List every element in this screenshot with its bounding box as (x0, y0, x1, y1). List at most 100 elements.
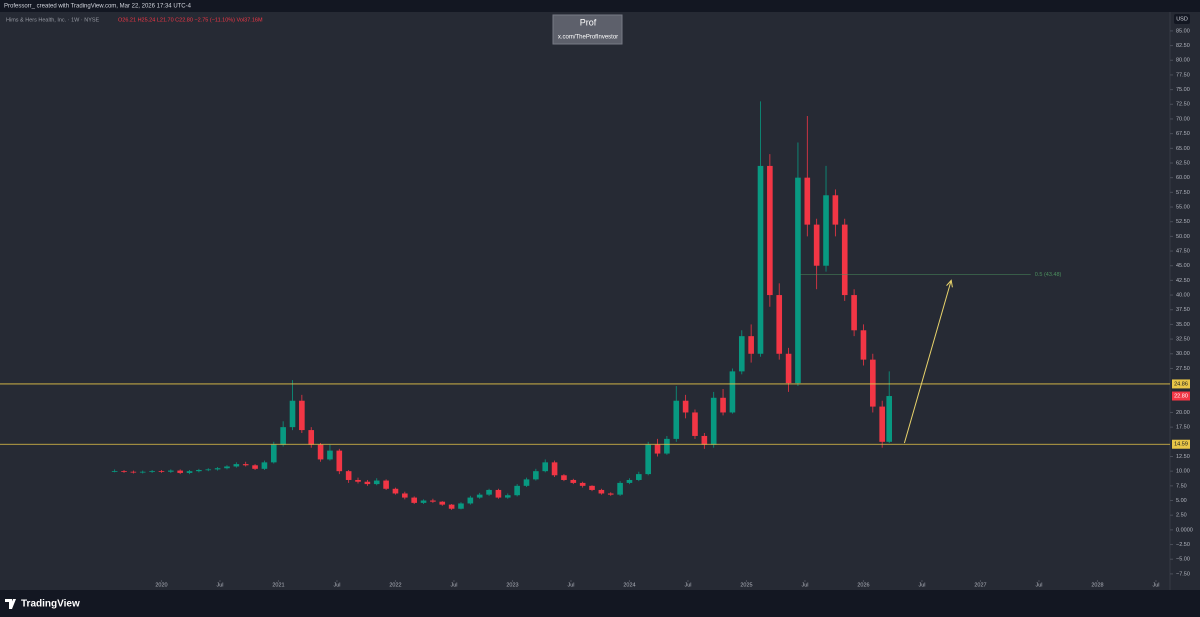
candle (607, 492, 614, 496)
candle-body (364, 481, 371, 485)
x-tick-label: 2025 (740, 582, 752, 588)
currency: USD (1176, 16, 1188, 22)
y-tick-label: −2.50 (1176, 542, 1190, 548)
candle (439, 501, 446, 506)
x-tick-label: 2027 (974, 582, 986, 588)
candle-body (214, 468, 221, 470)
candle (533, 468, 539, 481)
arrow (903, 280, 952, 444)
y-tick-label: 70.00 (1176, 116, 1190, 122)
x-tick-label: 2020 (155, 582, 167, 588)
candle (886, 371, 893, 443)
y-tick-label: 32.50 (1176, 337, 1190, 343)
x-tick-label: 2024 (623, 582, 635, 588)
candle (299, 394, 305, 434)
fib-label: 0.5 (43.48) (1035, 272, 1062, 278)
candle-body (168, 470, 174, 472)
y-tick-label: 65.00 (1176, 146, 1190, 152)
candle-body (533, 471, 539, 480)
candle-body (345, 471, 352, 480)
candle (270, 441, 277, 464)
candle-body (645, 444, 651, 475)
candle-body (196, 469, 202, 472)
candle-body (458, 503, 464, 509)
candle-body (813, 224, 820, 266)
y-tick-label: 12.50 (1176, 454, 1190, 460)
candle (373, 478, 380, 486)
x-tick-label: Jul (450, 582, 457, 588)
x-tick-label: Jul (684, 582, 691, 588)
logo-mark (5, 599, 16, 609)
y-tick-label: 62.50 (1176, 160, 1190, 166)
candle (636, 471, 642, 482)
candle (645, 441, 651, 476)
candle-body (402, 493, 408, 498)
candle (504, 493, 511, 499)
candle-body (476, 494, 483, 498)
level-label: 24.86 (1174, 381, 1188, 387)
candle-body (738, 336, 745, 372)
candle (598, 488, 605, 495)
candle (767, 154, 773, 307)
candle-body (177, 470, 183, 473)
candle-body (589, 485, 595, 490)
candle-body (860, 330, 867, 360)
candle (486, 488, 492, 496)
candle (327, 444, 333, 461)
candle-body (242, 464, 249, 466)
y-tick-label: 52.50 (1176, 219, 1190, 225)
candle-body (673, 400, 680, 439)
candle-body (542, 462, 549, 472)
candle-body (701, 435, 708, 445)
y-tick-label: 17.50 (1176, 425, 1190, 431)
x-tick-label: 2021 (272, 582, 284, 588)
candle-body (289, 400, 296, 428)
candle (673, 386, 680, 442)
logo: TradingView (5, 599, 80, 610)
candle-body (692, 412, 698, 436)
candle-body (111, 471, 118, 472)
candle-body (270, 444, 277, 463)
candle (224, 465, 230, 470)
candle (748, 324, 754, 363)
candle-body (804, 177, 811, 225)
candle (692, 409, 698, 439)
candle-body (327, 450, 333, 460)
candle-body (420, 500, 427, 503)
candle-body (841, 224, 848, 296)
y-tick-label: 77.50 (1176, 72, 1190, 78)
credit: Professorr_ created with TradingView.com… (4, 4, 192, 10)
candle (729, 368, 736, 414)
candle-body (886, 396, 893, 442)
y-tick-label: 42.50 (1176, 278, 1190, 284)
candle (551, 460, 558, 478)
candle (579, 481, 586, 488)
candle-body (654, 444, 661, 454)
candle (420, 499, 427, 505)
candle (448, 504, 455, 510)
x-tick-label: 2022 (389, 582, 401, 588)
y-tick-label: 5.00 (1176, 498, 1187, 504)
y-tick-label: 57.50 (1176, 190, 1190, 196)
candle (280, 421, 286, 447)
candle (252, 464, 258, 470)
candle-body (383, 480, 389, 489)
candle (785, 347, 792, 392)
candle (832, 189, 839, 237)
candle-body (280, 427, 286, 445)
candle (355, 477, 361, 484)
candle (121, 469, 127, 473)
y-tick-label: 60.00 (1176, 175, 1190, 181)
candle-body (439, 501, 446, 505)
candle (430, 498, 436, 503)
y-tick-label: 10.00 (1176, 469, 1190, 475)
candle-body (664, 438, 670, 454)
candle-body (336, 450, 343, 472)
candle (776, 283, 783, 360)
candle-body (879, 406, 885, 442)
candle (392, 487, 399, 495)
candle (111, 469, 118, 473)
x-tick-label: Jul (1035, 582, 1042, 588)
x-tick-label: Jul (801, 582, 808, 588)
